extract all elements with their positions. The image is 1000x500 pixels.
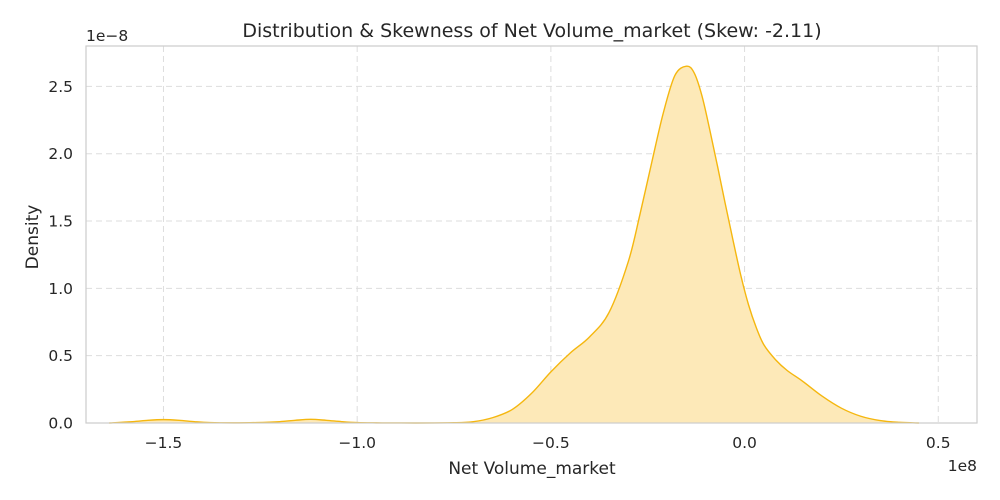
y-offset-label: 1e−8 — [86, 27, 128, 45]
y-axis-ticks: 0.0 0.5 1.0 1.5 2.0 2.5 — [48, 78, 73, 433]
x-axis-label: Net Volume_market — [448, 459, 616, 479]
density-line — [109, 65, 919, 424]
chart-title: Distribution & Skewness of Net Volume_ma… — [242, 20, 821, 42]
plot-frame — [85, 45, 978, 424]
x-tick-label: −1.5 — [145, 434, 183, 452]
x-offset-label: 1e8 — [948, 457, 977, 475]
y-tick-label: 2.5 — [48, 78, 73, 96]
x-tick-label: 0.5 — [926, 434, 951, 452]
y-axis-label: Density — [23, 205, 43, 270]
y-tick-label: 2.0 — [48, 145, 73, 163]
x-axis-ticks: −1.5 −1.0 −0.5 0.0 0.5 — [145, 434, 951, 452]
x-tick-label: −1.0 — [338, 434, 376, 452]
density-area — [109, 66, 919, 423]
y-tick-label: 0.5 — [48, 347, 73, 365]
y-tick-label: 1.0 — [48, 280, 73, 298]
x-tick-label: −0.5 — [532, 434, 570, 452]
y-tick-label: 1.5 — [48, 213, 73, 231]
y-tick-label: 0.0 — [48, 415, 73, 433]
x-tick-label: 0.0 — [732, 434, 757, 452]
grid-lines — [86, 46, 977, 424]
